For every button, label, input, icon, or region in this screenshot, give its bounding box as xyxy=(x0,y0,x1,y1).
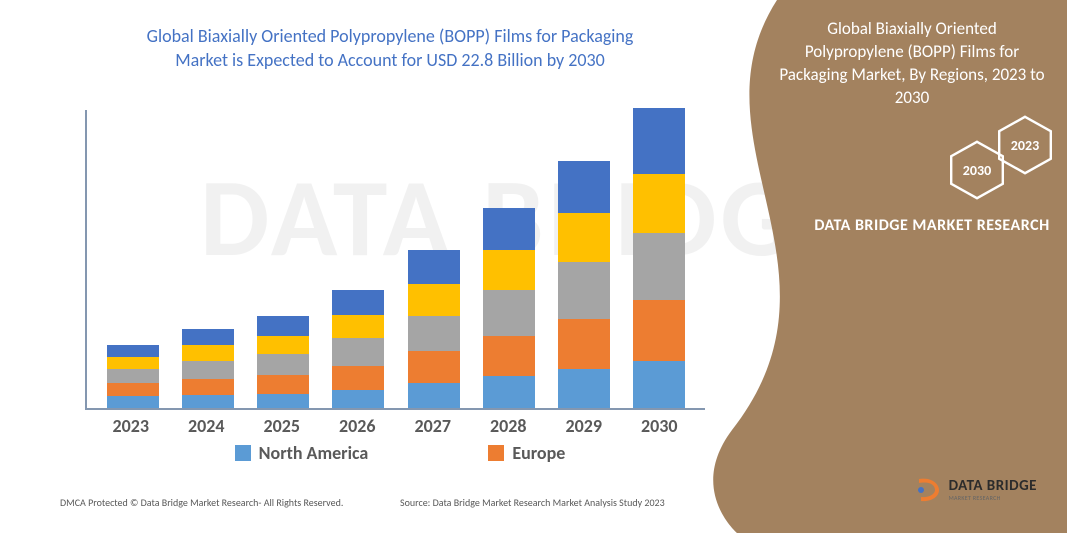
x-axis-label: 2027 xyxy=(407,415,459,437)
bar-segment xyxy=(408,383,460,408)
logo-mark-icon xyxy=(913,475,943,505)
bar-2028 xyxy=(483,208,535,408)
x-axis-label: 2023 xyxy=(105,415,157,437)
bar-segment xyxy=(633,108,685,174)
bar-segment xyxy=(107,383,159,396)
bar-2030 xyxy=(633,108,685,408)
bar-segment xyxy=(483,208,535,250)
logo: DATA BRIDGE MARKET RESEARCH xyxy=(913,475,1037,505)
bar-segment xyxy=(558,319,610,369)
bar-segment xyxy=(257,316,309,336)
legend-swatch xyxy=(488,445,504,461)
bar-segment xyxy=(182,379,234,395)
bar-segment xyxy=(483,376,535,408)
right-panel-title: Global Biaxially Oriented Polypropylene … xyxy=(777,18,1047,110)
bar-segment xyxy=(182,345,234,361)
bar-segment xyxy=(483,336,535,377)
chart-bars-container xyxy=(87,110,705,408)
hexagon-2023: 2023 xyxy=(995,115,1055,175)
bar-segment xyxy=(332,390,384,408)
chart-title: Global Biaxially Oriented Polypropylene … xyxy=(120,24,660,73)
logo-subtext: MARKET RESEARCH xyxy=(949,494,1037,502)
bar-segment xyxy=(332,290,384,315)
bar-segment xyxy=(107,369,159,383)
x-axis-label: 2029 xyxy=(558,415,610,437)
bar-segment xyxy=(633,361,685,408)
bar-2026 xyxy=(332,290,384,408)
x-axis-label: 2028 xyxy=(482,415,534,437)
bar-2027 xyxy=(408,250,460,408)
footer-source: Source: Data Bridge Market Research Mark… xyxy=(400,496,665,509)
bar-segment xyxy=(257,375,309,393)
legend-label: North America xyxy=(259,442,369,464)
bar-segment xyxy=(332,315,384,339)
bar-segment xyxy=(182,395,234,408)
x-axis-label: 2026 xyxy=(331,415,383,437)
legend-item-north-america: North America xyxy=(235,442,369,464)
footer-copyright: DMCA Protected © Data Bridge Market Rese… xyxy=(60,496,343,509)
chart-legend: North America Europe xyxy=(120,442,680,464)
bar-segment xyxy=(633,233,685,300)
bar-segment xyxy=(107,357,159,369)
legend-item-europe: Europe xyxy=(488,442,565,464)
legend-swatch xyxy=(235,445,251,461)
bar-segment xyxy=(558,369,610,408)
bar-segment xyxy=(408,284,460,316)
logo-text: DATA BRIDGE xyxy=(949,479,1037,494)
bar-segment xyxy=(107,345,159,357)
bar-segment xyxy=(408,250,460,284)
bar-segment xyxy=(633,174,685,233)
bar-segment xyxy=(558,213,610,262)
right-panel: Global Biaxially Oriented Polypropylene … xyxy=(697,0,1067,533)
hexagon-label: 2030 xyxy=(963,162,991,179)
bar-segment xyxy=(408,351,460,383)
bar-2029 xyxy=(558,161,610,408)
x-axis-label: 2025 xyxy=(256,415,308,437)
bar-segment xyxy=(633,300,685,361)
bar-segment xyxy=(182,329,234,345)
bar-segment xyxy=(182,361,234,379)
chart-plot-area xyxy=(85,110,705,410)
bar-segment xyxy=(483,290,535,336)
bar-segment xyxy=(332,366,384,390)
bar-segment xyxy=(483,250,535,289)
chart-x-axis-labels: 2023 2024 2025 2026 2027 2028 2029 2030 xyxy=(85,415,705,437)
bar-segment xyxy=(408,316,460,352)
hexagon-label: 2023 xyxy=(1011,137,1039,154)
bar-segment xyxy=(257,336,309,354)
bar-segment xyxy=(558,262,610,319)
bar-segment xyxy=(332,338,384,366)
bar-segment xyxy=(257,354,309,375)
bar-segment xyxy=(257,394,309,408)
legend-label: Europe xyxy=(512,442,565,464)
bar-2023 xyxy=(107,345,159,408)
x-axis-label: 2024 xyxy=(180,415,232,437)
bar-segment xyxy=(558,161,610,214)
bar-segment xyxy=(107,396,159,408)
bar-2024 xyxy=(182,329,234,408)
brand-text: DATA BRIDGE MARKET RESEARCH xyxy=(797,215,1067,237)
x-axis-label: 2030 xyxy=(633,415,685,437)
bar-2025 xyxy=(257,316,309,408)
